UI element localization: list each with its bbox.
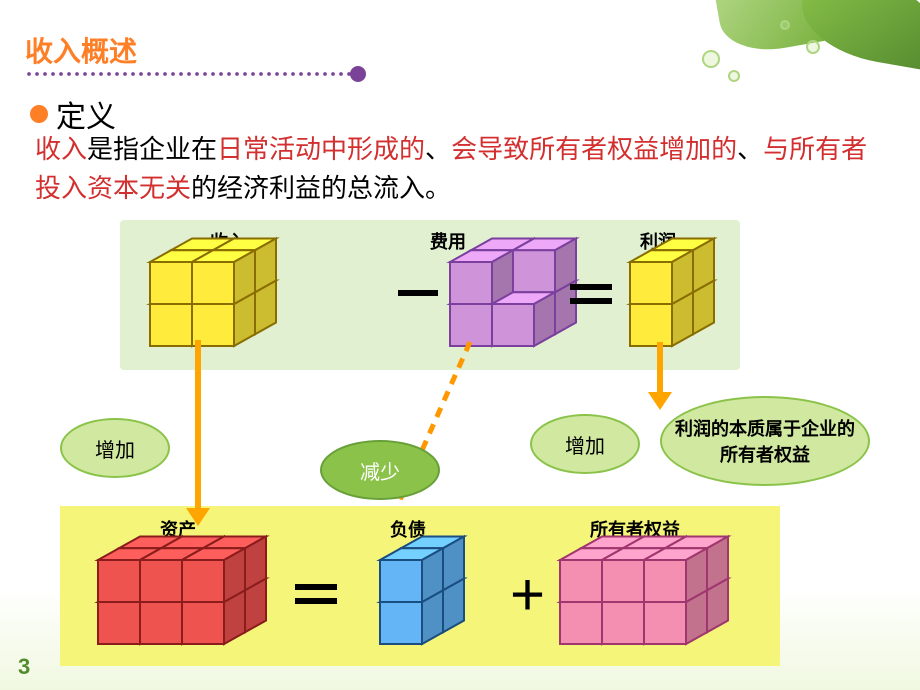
def-part: 是指企业在 xyxy=(87,135,217,164)
def-part: 、 xyxy=(737,135,763,164)
slide: 收入概述 定义 收入是指企业在日常活动中形成的、会导致所有者权益增加的、与所有者… xyxy=(0,0,920,690)
bubble-icon xyxy=(728,70,740,82)
arrow-down-icon xyxy=(195,340,201,510)
page-number: 3 xyxy=(18,654,30,680)
lilypad-label: 增加 xyxy=(565,430,605,459)
plus-operator-icon: + xyxy=(510,560,545,629)
label-revenue: 收入 xyxy=(210,228,246,254)
bubble-icon xyxy=(780,20,790,30)
title-dot-icon xyxy=(350,66,366,82)
bubble-icon xyxy=(806,40,820,54)
label-liabilities: 负债 xyxy=(390,516,426,542)
def-part: 的经济利益的总流入。 xyxy=(191,174,451,203)
lilypad-label: 增加 xyxy=(95,434,135,463)
bubble-icon xyxy=(702,50,720,68)
arrow-head-icon xyxy=(186,508,210,526)
arrow-down-icon xyxy=(657,342,663,394)
callout-text: 利润的本质属于企业的所有者权益 xyxy=(672,415,858,467)
lilypad-increase: 增加 xyxy=(530,414,640,474)
label-equity: 所有者权益 xyxy=(590,516,680,542)
bottom-equation-panel: 资产 负债 所有者权益 xyxy=(60,506,780,666)
lilypad-decrease: 减少 xyxy=(320,440,440,500)
title-underline xyxy=(25,72,355,76)
minus-operator-icon xyxy=(398,290,438,296)
corner-decoration xyxy=(660,0,920,100)
lilypad-increase: 增加 xyxy=(60,418,170,478)
label-expense: 费用 xyxy=(430,228,466,254)
lilypad-label: 减少 xyxy=(360,456,400,485)
slide-title: 收入概述 xyxy=(25,30,137,70)
callout-profit-equity: 利润的本质属于企业的所有者权益 xyxy=(660,396,870,486)
bullet-dot-icon xyxy=(30,105,48,123)
label-profit: 利润 xyxy=(640,228,676,254)
arrow-head-icon xyxy=(648,392,672,410)
def-part: 日常活动中形成的 xyxy=(217,135,425,164)
definition-text: 收入是指企业在日常活动中形成的、会导致所有者权益增加的、与所有者投入资本无关的经… xyxy=(35,130,885,208)
def-part: 、 xyxy=(425,135,451,164)
def-part: 会导致所有者权益增加的 xyxy=(451,135,737,164)
def-part: 收入 xyxy=(35,135,87,164)
